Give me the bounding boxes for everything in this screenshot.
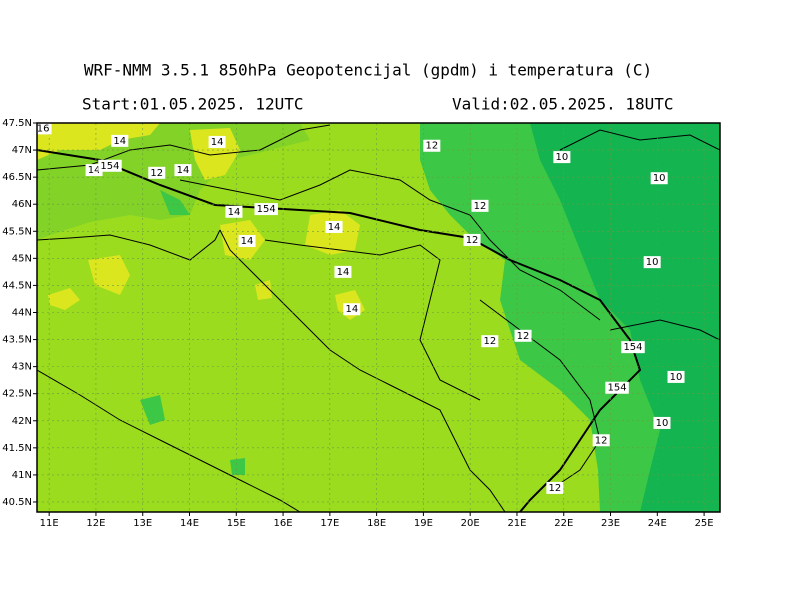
lon-tick-label: 11E <box>40 518 59 529</box>
lat-tick-label: 41.5N <box>2 443 32 454</box>
contour-label-box <box>325 220 343 233</box>
lat-tick-label: 47N <box>12 145 32 156</box>
contour-label-box <box>463 233 481 246</box>
contour-label-box <box>34 122 52 135</box>
lon-tick-label: 23E <box>601 518 620 529</box>
lon-tick-label: 14E <box>180 518 199 529</box>
contour-label: 12 <box>483 336 496 347</box>
contour-label: 12 <box>548 483 561 494</box>
start-time: Start:01.05.2025. 12UTC <box>82 95 304 114</box>
contour-label-box <box>605 381 629 394</box>
lat-tick-label: 42N <box>12 416 32 427</box>
contour-label: 154 <box>100 161 119 172</box>
contour-label-box <box>423 139 441 152</box>
contour-label: 154 <box>608 383 627 394</box>
lon-tick-label: 17E <box>320 518 339 529</box>
contour-label: 14 <box>211 137 224 148</box>
lon-tick-label: 13E <box>133 518 152 529</box>
contour-label-box <box>225 205 243 218</box>
lat-tick-label: 44N <box>12 307 32 318</box>
lat-tick-label: 43N <box>12 362 32 373</box>
lat-tick-label: 45N <box>12 253 32 264</box>
contour-label-box <box>98 159 122 172</box>
lat-tick-label: 41N <box>12 470 32 481</box>
contour-label: 12 <box>425 141 438 152</box>
contour-label: 12 <box>517 331 530 342</box>
lon-tick-label: 12E <box>86 518 105 529</box>
contour-label-box <box>471 199 489 212</box>
contour-label-box <box>546 481 564 494</box>
lat-tick-label: 46N <box>12 199 32 210</box>
contour-label-box <box>481 335 499 348</box>
lon-tick-label: 15E <box>227 518 246 529</box>
contour-label: 14 <box>241 236 254 247</box>
lat-tick-label: 46.5N <box>2 172 32 183</box>
contour-label: 154 <box>623 342 642 353</box>
contour-label-box <box>643 256 661 269</box>
contour-label: 14 <box>328 222 341 233</box>
contour-label: 14 <box>337 267 350 278</box>
contour-label: 14 <box>88 165 101 176</box>
contour-label-box <box>238 235 256 248</box>
contour-label-box <box>254 203 278 216</box>
lat-tick-label: 40.5N <box>2 497 32 508</box>
lon-tick-label: 25E <box>695 518 714 529</box>
contour-label-box <box>621 341 645 354</box>
valid-time: Valid:02.05.2025. 18UTC <box>452 95 674 114</box>
contour-label: 12 <box>466 235 479 246</box>
contour-label-box <box>553 151 571 164</box>
temperature-field <box>37 123 720 512</box>
title: WRF-NMM 3.5.1 850hPa Geopotencijal (gpdm… <box>84 61 652 80</box>
contour-label: 12 <box>595 435 608 446</box>
contour-label-box <box>592 434 610 447</box>
lon-tick-label: 16E <box>274 518 293 529</box>
contour-label: 12 <box>150 168 163 179</box>
contour-label-box <box>343 303 361 316</box>
map-frame <box>36 122 721 513</box>
lat-tick-label: 42.5N <box>2 389 32 400</box>
lon-tick-label: 18E <box>367 518 386 529</box>
contour-label: 14 <box>228 207 241 218</box>
contour-label: 10 <box>656 418 669 429</box>
contour-label: 10 <box>646 257 659 268</box>
contour-label: 14 <box>345 304 358 315</box>
lat-tick-label: 44.5N <box>2 280 32 291</box>
contour-label-box <box>650 172 668 185</box>
contour-label-box <box>334 265 352 278</box>
contour-label: 10 <box>670 372 683 383</box>
contour-label: 14 <box>177 165 190 176</box>
contour-label: 14 <box>113 136 126 147</box>
contour-label-box <box>653 416 671 429</box>
lon-tick-label: 20E <box>461 518 480 529</box>
contour-label-box <box>148 166 166 179</box>
contour-label-box <box>111 134 129 147</box>
lat-tick-label: 45.5N <box>2 226 32 237</box>
contour-label: 154 <box>257 204 276 215</box>
contour-label: 16 <box>37 123 50 134</box>
contour-label: 10 <box>653 173 666 184</box>
contour-label-box <box>667 370 685 383</box>
lat-tick-label: 43.5N <box>2 335 32 346</box>
lat-tick-label: 47.5N <box>2 118 32 129</box>
lon-tick-label: 19E <box>414 518 433 529</box>
contour-label-box <box>174 164 192 177</box>
lon-tick-label: 22E <box>554 518 573 529</box>
contour-label: 10 <box>556 152 569 163</box>
contour-label-box <box>514 329 532 342</box>
contour-label-box <box>208 135 226 148</box>
contour-label: 12 <box>474 201 487 212</box>
lon-tick-label: 24E <box>648 518 667 529</box>
axis-ticks: 47.5N 47N 46.5N 46N 45.5N 45N 44.5N 44N 43.5N 43N… <box>2 118 713 529</box>
lon-tick-label: 21E <box>507 518 526 529</box>
